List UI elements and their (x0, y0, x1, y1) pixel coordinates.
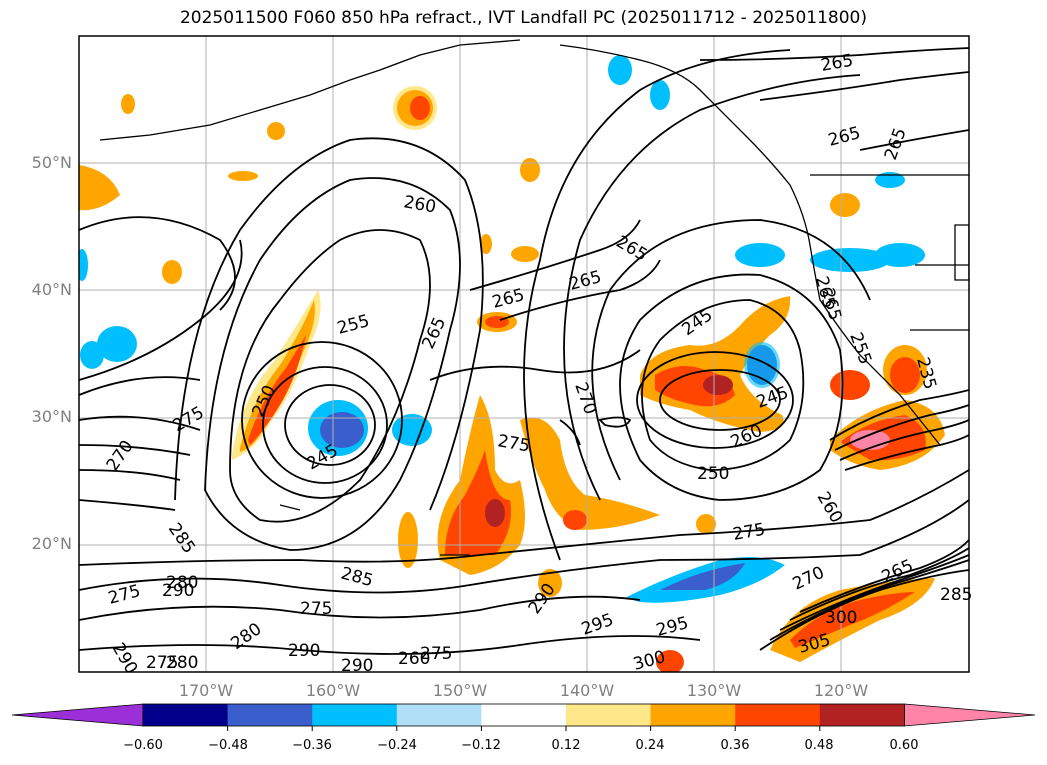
colorbar-tick: 0.48 (804, 738, 834, 753)
map-frame (78, 35, 970, 673)
contour-label: 260 (398, 649, 430, 669)
lat-label-30n: 30°N (31, 407, 72, 426)
contour-label: 290 (341, 656, 373, 676)
contour-label: 275 (300, 599, 332, 619)
contour-label: 290 (288, 641, 320, 661)
colorbar-tick: 0.60 (889, 738, 919, 753)
colorbar-segment (227, 704, 313, 726)
map-grid (79, 36, 969, 672)
lon-label-130w: 130°W (686, 681, 742, 700)
lon-label-120w: 120°W (813, 681, 869, 700)
colorbar-tick: −0.24 (377, 738, 417, 753)
colorbar-outline (142, 703, 905, 727)
colorbar-tick: 0.12 (551, 738, 581, 753)
colorbar-segment (481, 704, 567, 726)
lon-label-160w: 160°W (305, 681, 361, 700)
contour-label: 285 (940, 585, 972, 605)
contour-label: 290 (162, 581, 194, 601)
contour-label: 275 (420, 644, 452, 664)
colorbar-segment (396, 704, 482, 726)
contour-label: 250 (697, 464, 729, 484)
contour-label: 275 (146, 653, 178, 673)
colorbar-segment (312, 704, 398, 726)
lon-label-170w: 170°W (178, 681, 234, 700)
refractivity-contours (79, 47, 969, 655)
lat-label-50n: 50°N (31, 153, 72, 172)
lon-label-150w: 150°W (432, 681, 488, 700)
lon-label-140w: 140°W (559, 681, 615, 700)
map-title: 2025011500 F060 850 hPa refract., IVT La… (179, 8, 867, 28)
contour-label: 280 (166, 653, 198, 673)
colorbar-tick: −0.36 (292, 738, 332, 753)
colorbar-tick: 0.36 (720, 738, 750, 753)
colorbar-segment (143, 704, 229, 726)
colorbar-extend-max (904, 703, 1036, 727)
colorbar-segment (650, 704, 736, 726)
colorbar-tick: −0.48 (208, 738, 248, 753)
colorbar-segment (566, 704, 652, 726)
colorbar-segment (735, 704, 821, 726)
positive-anomaly-patch (79, 165, 120, 211)
lat-label-40n: 40°N (31, 280, 72, 299)
colorbar-tick: −0.60 (123, 738, 163, 753)
contour-label: 300 (825, 608, 857, 628)
colorbar-extend-min (11, 703, 144, 727)
contour-label: 280 (166, 573, 198, 593)
colorbar-segment (819, 704, 905, 726)
colorbar-tick: 0.24 (635, 738, 665, 753)
colorbar-tick: −0.12 (461, 738, 501, 753)
colorbar (11, 703, 1036, 731)
coastlines (99, 39, 969, 556)
lat-label-20n: 20°N (31, 534, 72, 553)
